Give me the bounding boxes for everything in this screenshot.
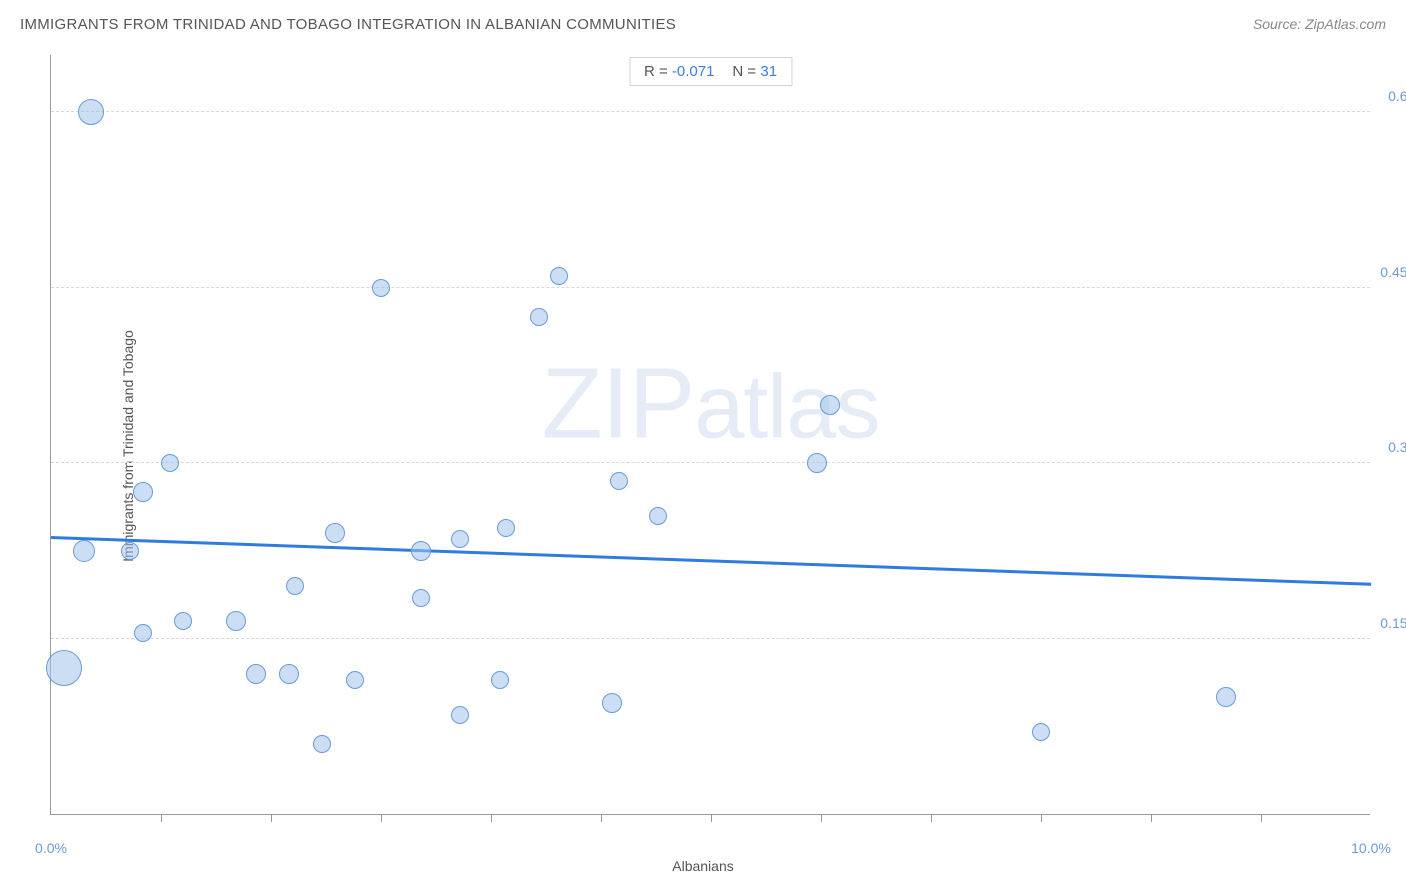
x-tick [601,814,602,822]
trend-line [51,536,1371,586]
data-point [174,612,192,630]
data-point [1032,723,1050,741]
watermark-text-small: atlas [694,358,879,458]
data-point [412,589,430,607]
x-tick [711,814,712,822]
watermark-text-big: ZIP [542,348,695,460]
data-point [134,624,152,642]
data-point [1216,687,1236,707]
data-point [46,650,82,686]
gridline [51,638,1370,639]
data-point [497,519,515,537]
data-point [133,482,153,502]
chart-header: IMMIGRANTS FROM TRINIDAD AND TOBAGO INTE… [0,0,1406,48]
data-point [325,523,345,543]
x-tick [821,814,822,822]
chart-title: IMMIGRANTS FROM TRINIDAD AND TOBAGO INTE… [20,16,676,33]
y-tick-label: 0.6% [1388,88,1406,104]
n-label: N = [732,63,756,80]
r-stat: R = -0.071 [644,63,714,80]
data-point [161,454,179,472]
data-point [530,308,548,326]
r-value: -0.071 [672,63,715,80]
data-point [550,267,568,285]
x-tick [271,814,272,822]
data-point [226,611,246,631]
y-tick-label: 0.15% [1380,615,1406,631]
data-point [346,671,364,689]
data-point [279,664,299,684]
data-point [610,472,628,490]
data-point [411,541,431,561]
data-point [73,540,95,562]
x-axis-title: Albanians [672,858,734,874]
data-point [372,279,390,297]
data-point [78,99,104,125]
x-tick [161,814,162,822]
data-point [121,542,139,560]
n-stat: N = 31 [732,63,777,80]
stats-box: R = -0.071 N = 31 [629,57,792,86]
data-point [451,530,469,548]
data-point [807,453,827,473]
data-point [246,664,266,684]
x-tick [1151,814,1152,822]
x-tick-label: 10.0% [1351,840,1391,856]
gridline [51,111,1370,112]
data-point [451,706,469,724]
data-point [286,577,304,595]
data-point [649,507,667,525]
x-tick [931,814,932,822]
x-tick [1041,814,1042,822]
gridline [51,287,1370,288]
source-label: Source: ZipAtlas.com [1253,16,1386,32]
n-value: 31 [760,63,777,80]
y-tick-label: 0.45% [1380,264,1406,280]
y-tick-label: 0.3% [1388,439,1406,455]
data-point [491,671,509,689]
x-tick-label: 0.0% [35,840,67,856]
gridline [51,462,1370,463]
data-point [313,735,331,753]
x-tick [381,814,382,822]
data-point [602,693,622,713]
x-tick [1261,814,1262,822]
data-point [820,395,840,415]
r-label: R = [644,63,668,80]
scatter-plot-area: ZIPatlas R = -0.071 N = 31 0.15%0.3%0.45… [50,55,1370,815]
x-tick [491,814,492,822]
